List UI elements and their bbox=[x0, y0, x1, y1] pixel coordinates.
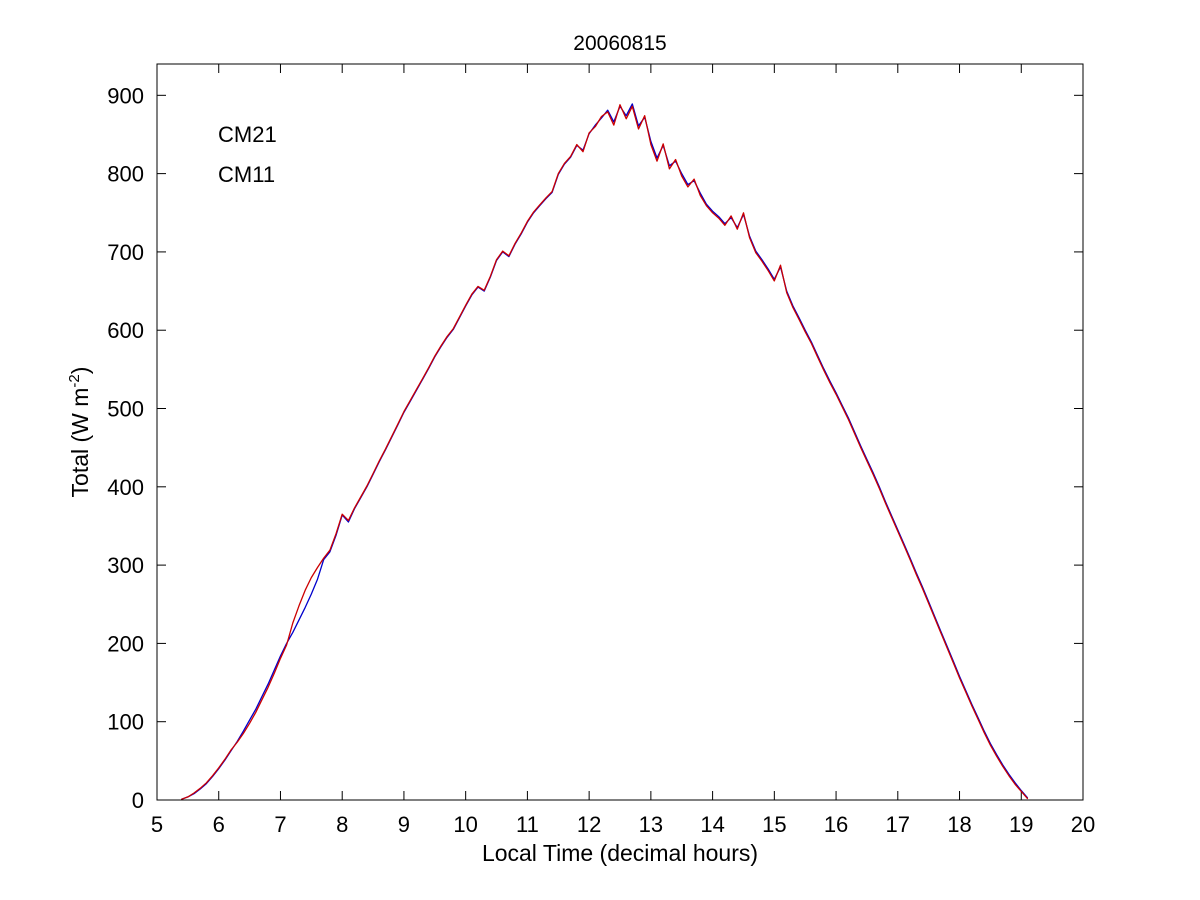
data-series bbox=[181, 103, 1029, 800]
axis-ticks bbox=[156, 64, 1084, 801]
x-tick-label: 18 bbox=[947, 812, 971, 837]
y-tick-label: 0 bbox=[132, 788, 144, 813]
x-tick-label: 9 bbox=[398, 812, 410, 837]
axis-tick-labels: 5 6 7 8 9 10 11 12 13 14 15 16 17 18 19 200100200300400… bbox=[107, 83, 1095, 837]
y-tick-label: 500 bbox=[107, 397, 144, 422]
plot-area-background bbox=[157, 64, 1083, 800]
x-tick-label: 7 bbox=[274, 812, 286, 837]
y-tick-label: 900 bbox=[107, 83, 144, 108]
y-axis-label: Total (W m-2) bbox=[66, 367, 93, 498]
chart-title: 20060815 bbox=[573, 32, 666, 55]
x-tick-label: 11 bbox=[516, 812, 539, 837]
y-tick-label: 400 bbox=[107, 475, 144, 500]
y-axis-label-main: Total (W m bbox=[67, 388, 93, 498]
x-tick-label: 6 bbox=[213, 812, 225, 837]
x-tick-label: 17 bbox=[886, 812, 910, 837]
x-tick-label: 12 bbox=[577, 812, 601, 837]
x-tick-label: 10 bbox=[453, 812, 477, 837]
y-tick-label: 200 bbox=[107, 631, 144, 656]
legend-label-cm11: CM11 bbox=[218, 162, 275, 187]
x-tick-label: 16 bbox=[824, 812, 848, 837]
x-tick-label: 19 bbox=[1009, 812, 1033, 837]
y-tick-label: 700 bbox=[107, 240, 144, 265]
x-tick-label: 8 bbox=[336, 812, 348, 837]
x-tick-label: 20 bbox=[1071, 812, 1095, 837]
y-tick-label: 100 bbox=[107, 710, 144, 735]
x-tick-label: 15 bbox=[762, 812, 786, 837]
x-tick-label: 13 bbox=[639, 812, 663, 837]
y-tick-label: 800 bbox=[107, 162, 144, 187]
y-tick-label: 600 bbox=[107, 318, 144, 343]
x-axis-label: Local Time (decimal hours) bbox=[482, 840, 758, 866]
axes-box bbox=[156, 63, 1084, 801]
x-tick-label: 5 bbox=[151, 812, 163, 837]
x-tick-label: 14 bbox=[700, 812, 724, 837]
legend-label-cm21: CM21 bbox=[218, 122, 277, 147]
y-axis-label-close: ) bbox=[67, 367, 93, 375]
series-line-cm11 bbox=[181, 104, 1029, 800]
y-axis-label-superscript: -2 bbox=[66, 374, 83, 387]
y-tick-label: 300 bbox=[107, 553, 144, 578]
